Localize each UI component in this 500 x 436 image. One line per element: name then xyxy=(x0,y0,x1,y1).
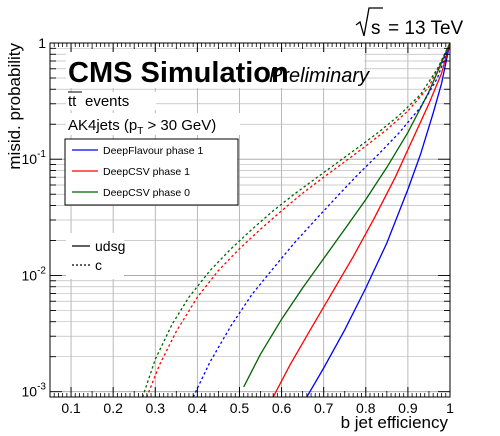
sample-bg xyxy=(66,92,156,110)
legend-label: DeepFlavour phase 1 xyxy=(103,145,204,157)
x-tick-label: 0.1 xyxy=(61,400,81,416)
y-axis-label: misid. probability xyxy=(5,43,24,170)
title-bg xyxy=(66,52,364,88)
legend-style-label: udsg xyxy=(95,238,125,254)
x-tick-label: 0.8 xyxy=(356,400,376,416)
y-tick-label: 10-3 xyxy=(22,382,47,400)
jet-label: AK4jets (pT > 30 GeV) xyxy=(68,117,216,137)
jet-label-prefix: AK4jets (p xyxy=(68,117,137,134)
jet-label-bg xyxy=(66,113,240,135)
x-tick-label: 0.4 xyxy=(188,400,208,416)
energy-value: = 13 TeV xyxy=(388,18,464,39)
y-tick-base: 10 xyxy=(22,151,38,167)
y-tick-labels: 10-310-210-11 xyxy=(22,35,47,400)
legend-label: DeepCSV phase 1 xyxy=(103,166,190,178)
x-tick-label: 0.5 xyxy=(230,400,250,416)
x-tick-label: 1 xyxy=(446,400,454,416)
x-tick-label: 0.7 xyxy=(314,400,334,416)
legend-styles-bg xyxy=(66,233,124,279)
y-tick-exp: -2 xyxy=(37,265,46,276)
series-line xyxy=(192,43,450,397)
series-line xyxy=(272,43,450,397)
y-tick-exp: -3 xyxy=(37,382,46,393)
curves xyxy=(141,43,450,397)
energy-prefix: s xyxy=(371,18,381,39)
y-tick-exp: -1 xyxy=(37,149,46,160)
energy-label: s = 13 TeV xyxy=(355,7,464,39)
sample-prefix: tt xyxy=(68,93,77,110)
x-axis-label: b jet efficiency xyxy=(341,413,449,432)
y-tick-base: 10 xyxy=(22,384,38,400)
x-tick-labels: 0.1 0.2 0.3 0.4 0.5 0.6 0.7 0.8 0.9 1 xyxy=(61,400,454,416)
x-tick-label: 0.2 xyxy=(103,400,123,416)
chart-title-suffix: Preliminary xyxy=(269,65,370,87)
jet-label-sub: T xyxy=(137,126,143,137)
series-line xyxy=(243,43,450,388)
series-line xyxy=(146,43,450,397)
y-tick-label: 10-1 xyxy=(22,149,47,167)
y-tick-label: 1 xyxy=(38,35,46,51)
chart-title: CMS Simulation xyxy=(68,57,289,89)
legend-styles: udsg c xyxy=(66,233,125,279)
series-line xyxy=(306,43,450,397)
jet-label-suffix: > 30 GeV) xyxy=(143,117,216,134)
y-tick-label: 10-2 xyxy=(22,265,47,283)
legend-taggers: DeepFlavour phase 1 DeepCSV phase 1 DeepCS… xyxy=(64,138,239,206)
legend-label: DeepCSV phase 0 xyxy=(103,187,190,199)
x-tick-label: 0.3 xyxy=(146,400,166,416)
x-tick-label: 0.6 xyxy=(272,400,292,416)
x-tick-label: 0.9 xyxy=(398,400,418,416)
axis-ticks xyxy=(50,42,451,398)
legend-style-label: c xyxy=(95,257,102,273)
y-tick-base: 10 xyxy=(22,267,38,283)
sqrt-symbol xyxy=(355,7,383,37)
sample-label: events xyxy=(85,93,129,110)
